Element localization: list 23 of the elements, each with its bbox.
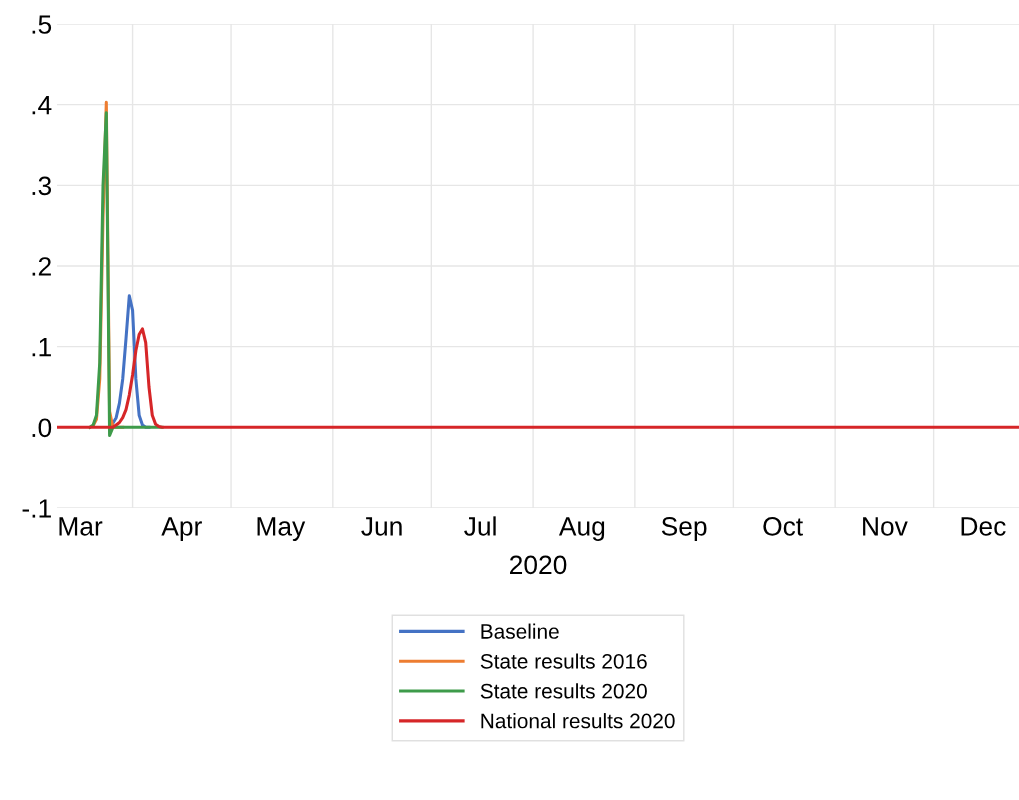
y-tick-label: .5 xyxy=(32,15,52,34)
x-tick-label: Sep xyxy=(661,517,707,541)
x-tick-label: Apr xyxy=(161,517,202,541)
x-axis-title: 2020 xyxy=(510,555,567,575)
x-tick-label: Oct xyxy=(763,517,803,536)
y-tick-label: .2 xyxy=(32,257,51,276)
x-tick-label: Dec xyxy=(961,517,1006,536)
x-tick-label: Nov xyxy=(863,517,908,536)
x-tick-label: Jul xyxy=(464,516,496,536)
legend-label: State results 2016 xyxy=(480,653,647,669)
line-series xyxy=(57,327,1019,429)
y-tick-label: .3 xyxy=(32,176,52,196)
x-tick-label: Jun xyxy=(361,517,402,536)
legend-label: State results 2020 xyxy=(480,683,647,699)
x-tick-label: Mar xyxy=(59,517,103,536)
y-tick-label: -.1 xyxy=(22,499,51,518)
y-tick-label: .0 xyxy=(32,418,52,438)
x-tick-label: Aug xyxy=(558,517,605,541)
legend-label: National results 2020 xyxy=(481,713,675,729)
y-tick-label: .1 xyxy=(32,338,51,357)
x-tick-label: May xyxy=(257,517,306,541)
y-tick-label: .4 xyxy=(32,96,52,115)
legend-label: Baseline xyxy=(481,623,559,639)
